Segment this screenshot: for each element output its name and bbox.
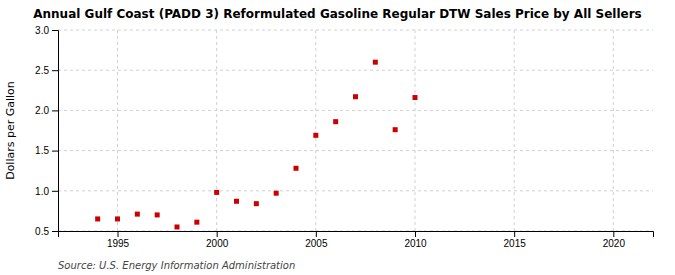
tick-mark — [217, 231, 218, 237]
grid-line — [216, 30, 217, 231]
grid-line — [514, 30, 515, 231]
tick-label: 1.5 — [35, 145, 49, 156]
grid — [58, 30, 653, 231]
tick-label: 3.0 — [35, 25, 49, 36]
tick-label: 2.0 — [35, 105, 49, 116]
point — [333, 119, 338, 124]
point — [175, 224, 180, 229]
tick: 0.5 — [35, 226, 58, 237]
tick-mark — [52, 151, 58, 152]
point — [353, 94, 358, 99]
tick: 2000 — [206, 231, 229, 249]
grid-line — [58, 70, 653, 71]
grid-line — [415, 30, 416, 231]
point — [95, 216, 100, 221]
title: Annual Gulf Coast (PADD 3) Reformulated … — [33, 7, 642, 21]
tick-mark — [415, 231, 416, 237]
tick: 3.0 — [35, 25, 58, 36]
tick: 1995 — [107, 231, 130, 249]
tick-mark — [118, 231, 119, 237]
x-axis-line — [59, 232, 654, 238]
tick-label: 0.5 — [35, 226, 49, 237]
tick-mark — [52, 110, 58, 111]
grid-line — [58, 110, 653, 111]
tick-mark — [52, 231, 58, 232]
chart: 1995 2000 2005 2010 2015 2020 0.5 1.0 1.5 2.0 2.5 3… — [0, 0, 675, 275]
plot: 1995 2000 2005 2010 2015 2020 0.5 1.0 1.5 2.0 2.5 3… — [35, 25, 653, 249]
tick-mark — [514, 231, 515, 237]
y-axis: 0.5 1.0 1.5 2.0 2.5 3.0 — [35, 25, 58, 237]
point — [294, 166, 299, 171]
point — [155, 212, 160, 217]
tick-mark — [52, 30, 58, 31]
tick-label: 1.0 — [35, 186, 49, 197]
tick-label: 2020 — [603, 238, 626, 249]
point — [194, 220, 199, 225]
tick-mark — [613, 231, 614, 237]
points — [95, 60, 417, 230]
point — [413, 95, 418, 100]
y-axis-title: Dollars per Gallon — [4, 81, 17, 180]
tick: 1.5 — [35, 145, 58, 156]
grid-line — [58, 30, 653, 31]
grid-line — [117, 30, 118, 231]
tick: 2.0 — [35, 105, 58, 116]
point — [373, 60, 378, 65]
y-axis-line — [52, 31, 59, 232]
point — [115, 216, 120, 221]
tick: 2015 — [504, 231, 527, 249]
grid-line — [315, 30, 316, 231]
tick: 2020 — [603, 231, 626, 249]
tick-mark — [316, 231, 317, 237]
tick-mark — [52, 70, 58, 71]
tick: 2.5 — [35, 65, 58, 76]
point — [393, 127, 398, 132]
point — [214, 190, 219, 195]
point — [135, 212, 140, 217]
tick: 1.0 — [35, 186, 58, 197]
tick-label: 2015 — [504, 238, 527, 249]
point — [274, 191, 279, 196]
tick-label: 1995 — [107, 238, 130, 249]
tick: 2005 — [305, 231, 328, 249]
annotation: Source: U.S. Energy Information Administ… — [58, 260, 295, 271]
tick: 2010 — [404, 231, 427, 249]
x-axis: 1995 2000 2005 2010 2015 2020 — [59, 231, 654, 249]
tick-label: 2010 — [404, 238, 427, 249]
tick-label: 2000 — [206, 238, 229, 249]
grid-line — [613, 30, 614, 231]
point — [234, 199, 239, 204]
grid-line — [58, 190, 653, 191]
tick-mark — [52, 191, 58, 192]
point — [313, 133, 318, 138]
point — [254, 201, 259, 206]
grid-line — [58, 150, 653, 151]
tick-label: 2005 — [305, 238, 328, 249]
tick-label: 2.5 — [35, 65, 49, 76]
